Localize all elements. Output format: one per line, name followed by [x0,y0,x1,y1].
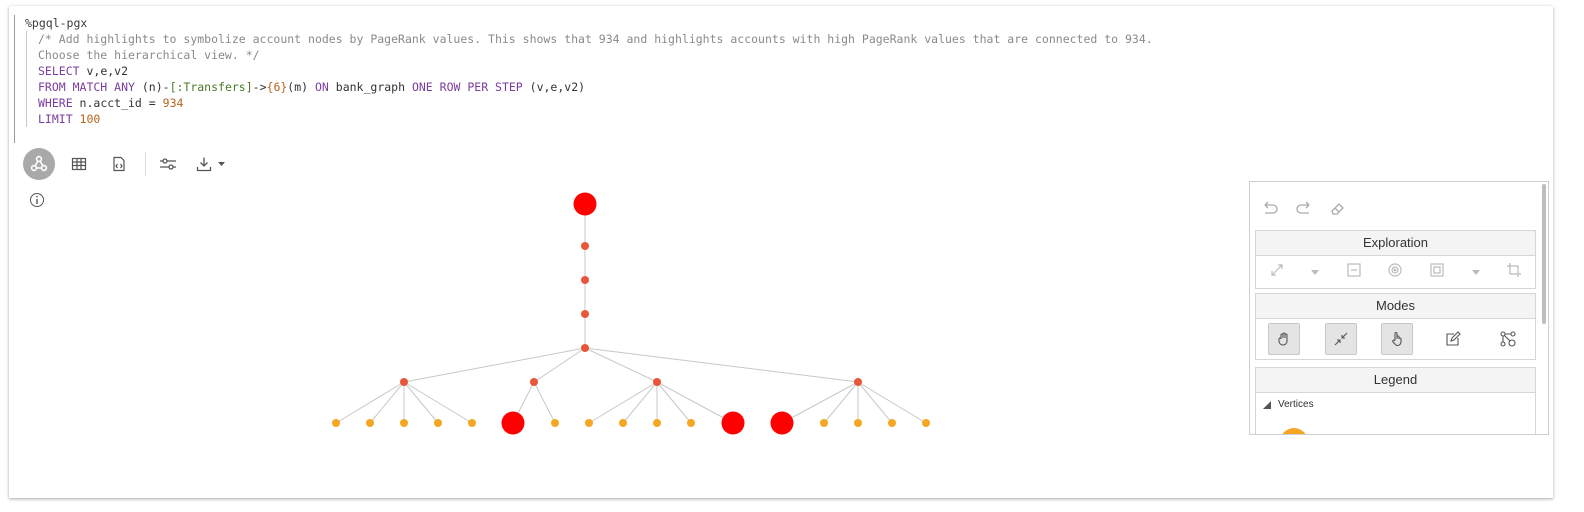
highlight-node [721,411,745,435]
modes-header: Modes [1256,294,1535,319]
branch-node [653,378,661,386]
legend-header: Legend [1256,368,1535,393]
undo-icon[interactable] [1260,200,1280,221]
leaf-node [434,419,442,427]
leaf-node [922,419,930,427]
chain-node [581,242,589,250]
chain-node [581,276,589,284]
leaf-node [551,419,559,427]
leaf-node [820,419,828,427]
collapse-triangle-icon [1263,400,1271,409]
graph-nodes [332,192,930,435]
highlight-node [501,411,525,435]
settings-sliders-icon[interactable] [152,148,184,180]
magic-command: %pgql-pgx [25,16,88,30]
expand-icon[interactable] [1269,262,1285,283]
where-line: WHERE n.acct_id = 934 [38,96,184,110]
leaf-node [687,419,695,427]
graph-canvas[interactable] [309,184,989,454]
chain-node [581,310,589,318]
hub-node [581,344,589,352]
highlight-node [770,411,794,435]
legend-vertex-swatch[interactable] [1280,428,1308,434]
exploration-section: Exploration [1255,230,1536,289]
code-view-icon[interactable] [103,148,135,180]
redo-icon[interactable] [1294,200,1314,221]
history-controls [1260,200,1348,221]
network-mode-icon[interactable] [1493,324,1523,354]
legend-vertices[interactable]: Vertices [1256,393,1535,410]
leaf-node [366,419,374,427]
leaf-node [332,419,340,427]
leaf-node [585,419,593,427]
limit-line: LIMIT 100 [38,112,101,126]
panel-scrollbar[interactable] [1542,184,1546,324]
graph-view-icon[interactable] [23,148,55,180]
branch-node [854,378,862,386]
select-mode-icon[interactable] [1381,323,1414,355]
comment-line-2: Choose the hierarchical view. */ [38,48,260,62]
shrink-mode-icon[interactable] [1324,323,1357,355]
from-line: FROM MATCH ANY (n)-[:Transfers]->{6}(m) … [38,80,586,94]
exploration-header: Exploration [1256,231,1535,256]
result-toolbar [23,148,240,180]
group-icon[interactable] [1429,262,1445,283]
modes-section: Modes [1255,293,1536,360]
leaf-node [400,419,408,427]
expand-dropdown-icon[interactable] [1310,263,1320,281]
branch-node [400,378,408,386]
leaf-node [854,419,862,427]
editor-gutter [14,15,15,143]
focus-icon[interactable] [1387,262,1403,283]
pan-mode-icon[interactable] [1268,323,1301,355]
vertices-label: Vertices [1278,399,1314,410]
comment-line-1: /* Add highlights to symbolize account n… [38,32,1153,46]
edit-mode-icon[interactable] [1438,324,1468,354]
group-dropdown-icon[interactable] [1471,263,1481,281]
highlight-node [573,192,597,216]
eraser-icon[interactable] [1328,200,1348,221]
leaf-node [888,419,896,427]
ungroup-icon[interactable] [1506,262,1522,283]
graph-edges [335,198,927,424]
leaf-node [653,419,661,427]
leaf-node [619,419,627,427]
code-editor[interactable]: %pgql-pgx /* Add highlights to symbolize… [14,15,1523,143]
collapse-icon[interactable] [1346,262,1362,283]
leaf-node [468,419,476,427]
table-view-icon[interactable] [63,148,95,180]
info-icon[interactable] [29,192,45,213]
toolbar-separator [145,152,146,176]
graph-settings-panel: Exploration Modes Legend Vertices [1249,181,1549,435]
legend-section: Legend Vertices [1255,367,1536,434]
download-icon[interactable] [192,148,232,180]
select-line: SELECT v,e,v2 [38,64,129,78]
branch-node [530,378,538,386]
